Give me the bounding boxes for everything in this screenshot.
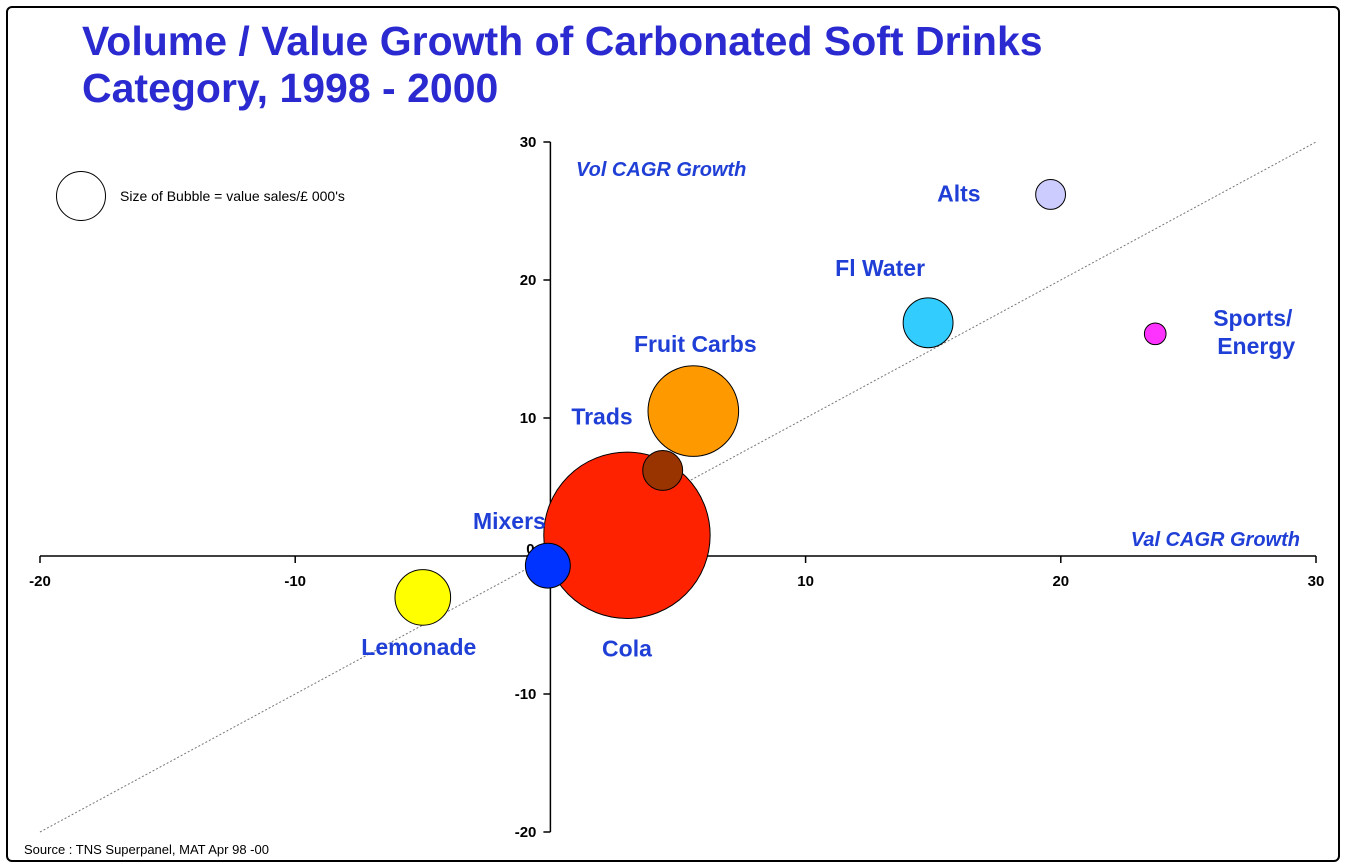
data-label-line: Energy bbox=[1217, 333, 1295, 359]
bubble-cola bbox=[543, 451, 711, 619]
x-tick-label: -10 bbox=[284, 573, 306, 590]
x-tick-label: 20 bbox=[1052, 573, 1069, 590]
y-axis-title: Vol CAGR Growth bbox=[576, 159, 746, 181]
y-tick-label: -20 bbox=[515, 824, 537, 841]
x-tick-label: -20 bbox=[29, 573, 51, 590]
bubble-chart: -20 -10 10 20 30 -20 -10 10 20 30 0 Vol CAGR Growth… bbox=[29, 134, 1325, 841]
x-tick-label: 10 bbox=[797, 573, 814, 590]
x-tick-label: 30 bbox=[1308, 573, 1325, 590]
y-tick-label: 30 bbox=[520, 134, 537, 151]
bubble-sports-energy bbox=[1143, 322, 1167, 346]
bubble-trads bbox=[642, 449, 684, 491]
bubble-mixers bbox=[524, 542, 571, 589]
data-label-lemonade: Lemonade bbox=[361, 634, 476, 660]
data-label-fruit-carbs: Fruit Carbs bbox=[634, 331, 757, 357]
source-note: Source : TNS Superpanel, MAT Apr 98 -00 bbox=[24, 842, 269, 857]
y-tick-label: -10 bbox=[515, 686, 537, 703]
chart-title-line-2: Category, 1998 - 2000 bbox=[82, 65, 499, 111]
bubble-alts bbox=[1035, 179, 1067, 210]
bubble-fl-water bbox=[902, 297, 954, 349]
data-label-mixers: Mixers bbox=[473, 508, 546, 534]
y-tick-label: 20 bbox=[520, 272, 537, 289]
data-label-fl-water: Fl Water bbox=[835, 255, 925, 281]
chart-title: Volume / Value Growth of Carbonated Soft… bbox=[82, 18, 1302, 112]
data-label-alts: Alts bbox=[937, 180, 980, 206]
legend-text: Size of Bubble = value sales/£ 000's bbox=[120, 188, 345, 204]
data-label-line: Sports/ bbox=[1213, 305, 1293, 331]
y-tick-label: 10 bbox=[520, 410, 537, 427]
bubble-lemonade bbox=[394, 569, 452, 626]
legend-bubble-icon bbox=[56, 171, 106, 221]
bubble-size-legend: Size of Bubble = value sales/£ 000's bbox=[56, 168, 345, 224]
data-label-cola: Cola bbox=[602, 635, 652, 661]
origin-label: 0 bbox=[526, 541, 534, 558]
data-label-trads: Trads bbox=[571, 403, 632, 429]
data-label-sports-energy: Sports/Energy bbox=[1213, 305, 1295, 359]
chart-title-line-1: Volume / Value Growth of Carbonated Soft… bbox=[82, 18, 1043, 64]
x-axis-title: Val CAGR Growth bbox=[1131, 529, 1300, 551]
slide-frame: Volume / Value Growth of Carbonated Soft… bbox=[6, 6, 1340, 862]
bubble-fruit-carbs bbox=[647, 365, 740, 457]
